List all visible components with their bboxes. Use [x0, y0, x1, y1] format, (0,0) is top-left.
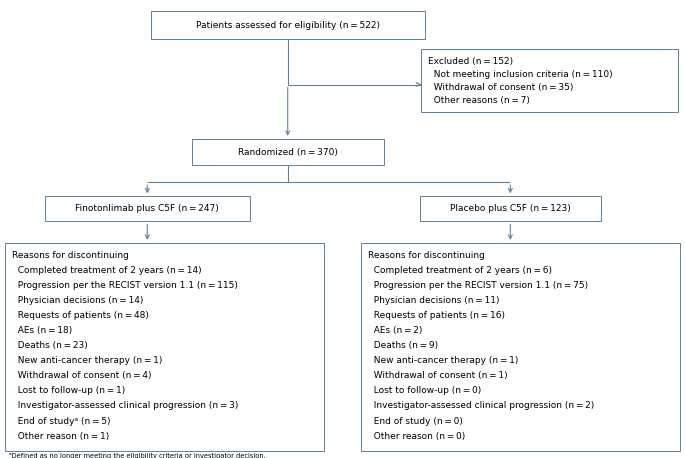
Text: AEs (n = 2): AEs (n = 2)	[368, 326, 422, 335]
Text: Other reason (n = 1): Other reason (n = 1)	[12, 431, 110, 441]
Text: Completed treatment of 2 years (n = 14): Completed treatment of 2 years (n = 14)	[12, 266, 202, 275]
FancyBboxPatch shape	[151, 11, 425, 39]
Text: Excluded (n = 152): Excluded (n = 152)	[428, 57, 513, 65]
Text: ᵃDefined as no longer meeting the eligibility criteria or investigator decision.: ᵃDefined as no longer meeting the eligib…	[9, 453, 266, 458]
FancyBboxPatch shape	[5, 243, 324, 451]
Text: Randomized (n = 370): Randomized (n = 370)	[238, 147, 338, 157]
Text: Physician decisions (n = 14): Physician decisions (n = 14)	[12, 296, 144, 305]
Text: Investigator-assessed clinical progression (n = 2): Investigator-assessed clinical progressi…	[368, 402, 594, 410]
FancyBboxPatch shape	[192, 139, 384, 165]
Text: New anti-cancer therapy (n = 1): New anti-cancer therapy (n = 1)	[12, 356, 163, 365]
Text: Lost to follow-up (n = 1): Lost to follow-up (n = 1)	[12, 387, 125, 395]
Text: Reasons for discontinuing: Reasons for discontinuing	[12, 251, 129, 260]
Text: Requests of patients (n = 16): Requests of patients (n = 16)	[368, 311, 505, 320]
Text: Withdrawal of consent (n = 1): Withdrawal of consent (n = 1)	[368, 371, 508, 381]
Text: End of study (n = 0): End of study (n = 0)	[368, 416, 463, 425]
Text: New anti-cancer therapy (n = 1): New anti-cancer therapy (n = 1)	[368, 356, 519, 365]
Text: Investigator-assessed clinical progression (n = 3): Investigator-assessed clinical progressi…	[12, 402, 238, 410]
Text: Withdrawal of consent (n = 35): Withdrawal of consent (n = 35)	[428, 83, 573, 92]
Text: Lost to follow-up (n = 0): Lost to follow-up (n = 0)	[368, 387, 481, 395]
Text: AEs (n = 18): AEs (n = 18)	[12, 326, 73, 335]
Text: Progression per the RECIST version 1.1 (n = 75): Progression per the RECIST version 1.1 (…	[368, 281, 588, 290]
Text: Not meeting inclusion criteria (n = 110): Not meeting inclusion criteria (n = 110)	[428, 70, 613, 79]
Text: Finotonlimab plus C5F (n = 247): Finotonlimab plus C5F (n = 247)	[75, 204, 219, 213]
Text: Other reason (n = 0): Other reason (n = 0)	[368, 431, 465, 441]
Text: Progression per the RECIST version 1.1 (n = 115): Progression per the RECIST version 1.1 (…	[12, 281, 238, 290]
Text: Other reasons (n = 7): Other reasons (n = 7)	[428, 96, 530, 105]
Text: Completed treatment of 2 years (n = 6): Completed treatment of 2 years (n = 6)	[368, 266, 552, 275]
Text: End of studyᵃ (n = 5): End of studyᵃ (n = 5)	[12, 416, 111, 425]
Text: Placebo plus C5F (n = 123): Placebo plus C5F (n = 123)	[450, 204, 571, 213]
Text: Requests of patients (n = 48): Requests of patients (n = 48)	[12, 311, 149, 320]
Text: Patients assessed for eligibility (n = 522): Patients assessed for eligibility (n = 5…	[196, 21, 379, 30]
FancyBboxPatch shape	[419, 196, 601, 221]
Text: Withdrawal of consent (n = 4): Withdrawal of consent (n = 4)	[12, 371, 152, 381]
FancyBboxPatch shape	[421, 49, 678, 112]
Text: Physician decisions (n = 11): Physician decisions (n = 11)	[368, 296, 499, 305]
FancyBboxPatch shape	[45, 196, 250, 221]
Text: Deaths (n = 23): Deaths (n = 23)	[12, 341, 88, 350]
Text: Reasons for discontinuing: Reasons for discontinuing	[368, 251, 485, 260]
FancyBboxPatch shape	[361, 243, 680, 451]
Text: Deaths (n = 9): Deaths (n = 9)	[368, 341, 438, 350]
